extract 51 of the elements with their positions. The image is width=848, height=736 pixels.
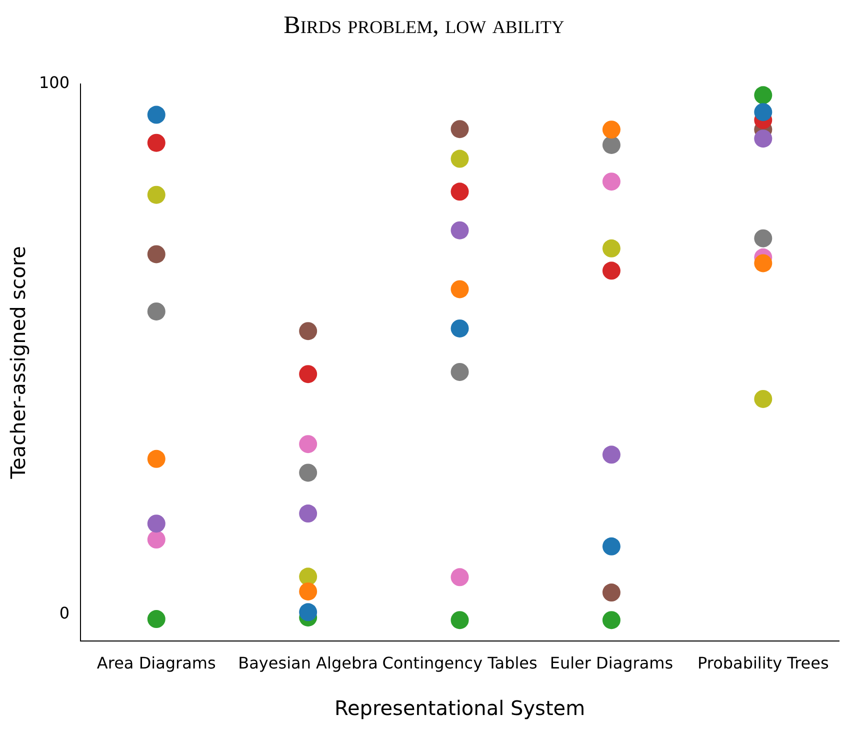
point bbox=[147, 610, 166, 628]
point bbox=[299, 435, 318, 454]
point bbox=[450, 568, 469, 586]
x-tick-label: Area Diagrams bbox=[96, 654, 216, 673]
y-tick-label: 100 bbox=[38, 73, 70, 92]
point bbox=[147, 186, 166, 204]
x-tick-label: Contingency Tables bbox=[382, 654, 538, 673]
point bbox=[602, 611, 620, 630]
point bbox=[754, 86, 772, 104]
point bbox=[299, 568, 318, 586]
point bbox=[602, 537, 620, 556]
point bbox=[299, 582, 318, 600]
x-tick-label: Euler Diagrams bbox=[550, 654, 674, 673]
point bbox=[450, 319, 469, 338]
point bbox=[602, 172, 620, 191]
point bbox=[602, 446, 620, 464]
x-tick-label: Probability Trees bbox=[697, 654, 829, 673]
point bbox=[147, 514, 166, 533]
point bbox=[450, 150, 469, 168]
point bbox=[147, 106, 166, 124]
point bbox=[147, 450, 166, 468]
point bbox=[147, 134, 166, 152]
point bbox=[450, 182, 469, 201]
point bbox=[147, 302, 166, 320]
y-axis-title: Teacher-assigned score bbox=[6, 246, 30, 480]
y-tick-label: 0 bbox=[59, 603, 70, 622]
point bbox=[450, 362, 469, 381]
point bbox=[450, 221, 469, 240]
point bbox=[147, 245, 166, 264]
point bbox=[602, 584, 620, 602]
point bbox=[754, 130, 772, 148]
point bbox=[299, 603, 318, 622]
point bbox=[754, 390, 772, 408]
point bbox=[450, 280, 469, 298]
point bbox=[299, 504, 318, 523]
point bbox=[754, 229, 772, 248]
point bbox=[299, 322, 318, 340]
point bbox=[450, 611, 469, 630]
x-tick-label: Bayesian Algebra bbox=[238, 654, 378, 673]
point bbox=[754, 254, 772, 272]
point bbox=[602, 262, 620, 280]
point bbox=[147, 530, 166, 549]
point bbox=[450, 120, 469, 138]
x-axis-title: Representational System bbox=[334, 696, 586, 720]
point bbox=[602, 239, 620, 258]
point bbox=[754, 103, 772, 122]
chart-title: Birds problem, low ability bbox=[282, 11, 566, 41]
point bbox=[299, 365, 318, 384]
point bbox=[299, 464, 318, 482]
point bbox=[602, 136, 620, 154]
point bbox=[602, 120, 620, 139]
